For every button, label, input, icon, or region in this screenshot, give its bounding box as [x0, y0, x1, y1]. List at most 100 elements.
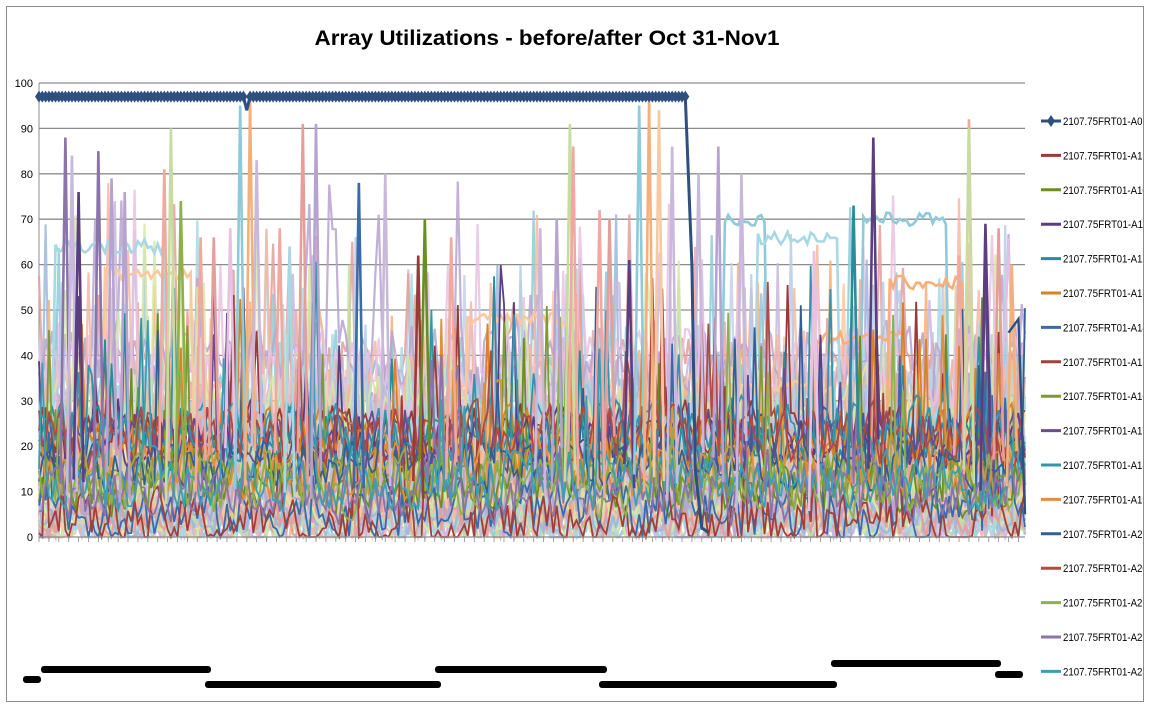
plateau-line	[463, 310, 572, 461]
legend-item: 2107.75FRT01-A18	[1041, 460, 1148, 472]
x-tick-label-cluster	[599, 681, 837, 688]
legend-label: 2107.75FRT01-A14	[1063, 322, 1143, 334]
legend-item: 2107.75FRT01-A0	[1041, 115, 1143, 128]
y-tick-label-60: 60	[21, 260, 33, 272]
peak-line	[566, 146, 580, 489]
plateau-line	[885, 274, 967, 449]
legend-label: 2107.75FRT01-A0	[1063, 116, 1143, 128]
series-line-2107.75FRT01-A19	[38, 315, 1026, 503]
peak-line	[174, 201, 188, 478]
peak-line	[118, 191, 131, 503]
y-tick-label-0: 0	[27, 532, 33, 544]
peak-line	[603, 219, 616, 459]
peak-line	[712, 146, 725, 483]
x-tick-label-cluster	[205, 681, 441, 688]
series-line-2107.75FRT01-A23	[38, 302, 1026, 513]
x-tick-label-cluster	[831, 660, 1001, 667]
y-tick-label-70: 70	[21, 214, 33, 226]
y-axis: 0 10 20 30 40 50 60 70 80 90 100	[15, 78, 40, 544]
peak-line	[379, 173, 392, 487]
chart-title: Array Utilizations - before/after Oct 31…	[315, 27, 780, 50]
legend-label: 2107.75FRT01-A18	[1063, 460, 1143, 472]
peak-line	[250, 160, 263, 447]
legend-item: 2107.75FRT01-A1	[1041, 150, 1143, 162]
peak-line	[962, 128, 976, 484]
legend-item: 2107.75FRT01-A13	[1041, 288, 1148, 300]
legend-marker	[1047, 115, 1055, 127]
legend-label: 2107.75FRT01-A19	[1063, 494, 1143, 506]
legend-label: 2107.75FRT01-A15	[1063, 357, 1143, 369]
legend-label: 2107.75FRT01-A2	[1063, 529, 1143, 541]
y-tick-label-20: 20	[21, 441, 33, 453]
legend-label: 2107.75FRT01-A12	[1063, 254, 1143, 266]
peak-line	[352, 182, 366, 489]
peak-line	[652, 110, 666, 482]
legend-label: 2107.75FRT01-A23	[1063, 666, 1143, 678]
peak-line	[692, 173, 705, 470]
plateau-line	[720, 212, 770, 426]
y-tick-label-30: 30	[21, 396, 33, 408]
y-tick-label-10: 10	[21, 487, 33, 499]
y-tick-label-100: 100	[15, 78, 33, 90]
legend-item: 2107.75FRT01-A21	[1041, 598, 1148, 610]
y-tick-label-90: 90	[21, 123, 33, 135]
peak-line	[867, 137, 880, 469]
peak-line	[92, 151, 105, 500]
peak-line	[296, 123, 310, 485]
legend-label: 2107.75FRT01-A20	[1063, 563, 1143, 575]
peak-line	[735, 173, 748, 513]
legend-item: 2107.75FRT01-A19	[1041, 494, 1148, 506]
series-A0-end	[1007, 315, 1027, 515]
y-tick-label-80: 80	[21, 169, 33, 181]
peak-line	[952, 255, 966, 458]
chart-frame: Array Utilizations - before/after Oct 31…	[6, 6, 1148, 702]
peak-line	[1005, 264, 1019, 487]
peak-line	[632, 105, 646, 475]
legend-label: 2107.75FRT01-A16	[1063, 391, 1143, 403]
line-chart: Array Utilizations - before/after Oct 31…	[15, 27, 1148, 688]
peak-line	[807, 250, 821, 512]
legend-item: 2107.75FRT01-A23	[1041, 666, 1148, 678]
series-A0-tail	[683, 96, 710, 534]
x-axis	[38, 536, 1025, 542]
legend-label: 2107.75FRT01-A1	[1063, 150, 1143, 162]
legend-label: 2107.75FRT01-A10	[1063, 185, 1143, 197]
y-tick-label-40: 40	[21, 350, 33, 362]
peak-line	[979, 223, 992, 491]
plateau-line	[753, 228, 842, 433]
legend-item: 2107.75FRT01-A11	[1041, 219, 1148, 231]
legend-item: 2107.75FRT01-A10	[1041, 185, 1148, 197]
legend-item: 2107.75FRT01-A2	[1041, 529, 1143, 541]
x-tick-label-cluster	[41, 666, 211, 673]
series-A0-dip	[241, 96, 252, 111]
legend-item: 2107.75FRT01-A16	[1041, 391, 1148, 403]
peak-line	[233, 105, 247, 490]
peak-line	[593, 210, 606, 499]
x-tick-labels-overlapping	[23, 660, 1023, 688]
legend-item: 2107.75FRT01-A15	[1041, 357, 1148, 369]
peak-line	[847, 205, 860, 475]
legend-item: 2107.75FRT01-A14	[1041, 322, 1148, 334]
peak-line	[563, 123, 577, 482]
legend-item: 2107.75FRT01-A12	[1041, 254, 1148, 266]
y-tick-label-50: 50	[21, 305, 33, 317]
legend-label: 2107.75FRT01-A22	[1063, 632, 1143, 644]
peak-line	[623, 260, 636, 489]
legend-label: 2107.75FRT01-A21	[1063, 598, 1143, 610]
peak-line	[418, 219, 432, 459]
x-tick-label-cluster	[995, 671, 1023, 678]
legend-label: 2107.75FRT01-A13	[1063, 288, 1143, 300]
peak-line	[992, 228, 1005, 461]
peak-line	[224, 228, 237, 462]
legend-item: 2107.75FRT01-A20	[1041, 563, 1148, 575]
legend: 2107.75FRT01-A0 2107.75FRT01-A1 2107.75FRT…	[1041, 115, 1148, 678]
legend-item: 2107.75FRT01-A17	[1041, 426, 1148, 438]
peak-line	[164, 128, 178, 504]
peak-line	[444, 237, 458, 480]
series-A0	[35, 90, 1027, 534]
series-line-2107.75FRT01-A20	[38, 277, 1026, 471]
peak-line	[207, 237, 221, 456]
legend-label: 2107.75FRT01-A11	[1063, 219, 1143, 231]
legend-label: 2107.75FRT01-A17	[1063, 426, 1143, 438]
peak-line	[550, 219, 563, 487]
